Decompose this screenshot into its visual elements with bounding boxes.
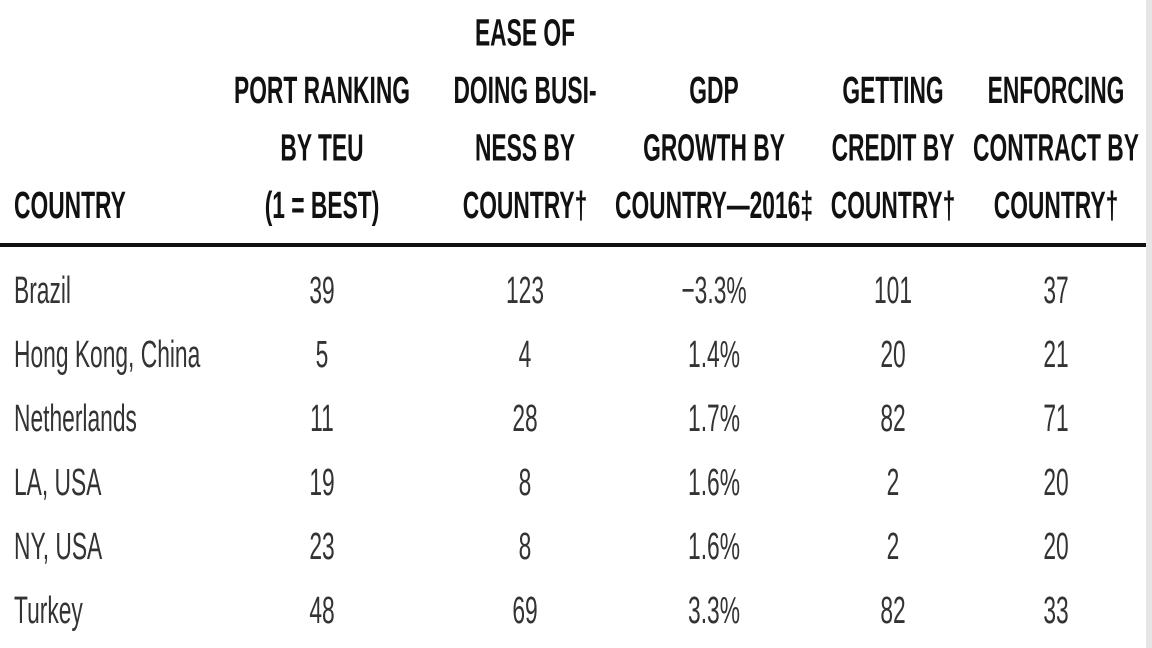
cell: 1.7% bbox=[688, 397, 740, 439]
row-label: Brazil bbox=[14, 269, 71, 311]
column-header: COUNTRY bbox=[14, 184, 126, 226]
cell: 19 bbox=[309, 461, 334, 503]
cell: 4 bbox=[519, 333, 532, 375]
cell: 48 bbox=[309, 589, 334, 631]
column-header: ENFORCING bbox=[988, 69, 1125, 111]
column-header: NESS BY bbox=[475, 127, 575, 169]
cell: 3.3% bbox=[688, 589, 740, 631]
column-header: CREDIT BY bbox=[832, 127, 955, 169]
cell: 2 bbox=[887, 461, 900, 503]
cell: 2 bbox=[887, 525, 900, 567]
row-label: LA, USA bbox=[14, 461, 101, 503]
cell: 1.6% bbox=[688, 525, 740, 567]
cell: 33 bbox=[1043, 589, 1068, 631]
column-header: COUNTRY† bbox=[463, 184, 588, 226]
column-header: PORT RANKING bbox=[234, 69, 410, 111]
cell: 71 bbox=[1043, 397, 1068, 439]
cell: 20 bbox=[1043, 461, 1068, 503]
cell: 39 bbox=[309, 269, 334, 311]
column-header: COUNTRY† bbox=[994, 184, 1119, 226]
cell: 20 bbox=[1043, 525, 1068, 567]
column-header: COUNTRY† bbox=[831, 184, 956, 226]
cell: 20 bbox=[880, 333, 905, 375]
column-header: GROWTH BY bbox=[643, 127, 785, 169]
cell: 8 bbox=[519, 525, 532, 567]
column-header: (1 = BEST) bbox=[265, 184, 380, 226]
column-header: CONTRACT BY bbox=[973, 127, 1139, 169]
cell: 123 bbox=[506, 269, 544, 311]
cell: 23 bbox=[309, 525, 334, 567]
cell: 11 bbox=[310, 397, 334, 439]
cell: 82 bbox=[880, 397, 905, 439]
header-rule bbox=[0, 243, 1146, 247]
cell: 21 bbox=[1043, 333, 1068, 375]
cell: 37 bbox=[1043, 269, 1068, 311]
column-header: BY TEU bbox=[280, 127, 363, 169]
cell: 1.4% bbox=[688, 333, 740, 375]
row-label: Netherlands bbox=[14, 397, 137, 439]
cell: 5 bbox=[316, 333, 329, 375]
row-label: Turkey bbox=[14, 589, 83, 631]
row-label: Hong Kong, China bbox=[14, 333, 201, 375]
column-header: GETTING bbox=[842, 69, 943, 111]
column-header: COUNTRY—2016‡ bbox=[615, 184, 813, 226]
cell: 82 bbox=[880, 589, 905, 631]
cell: 69 bbox=[512, 589, 537, 631]
cell: 1.6% bbox=[688, 461, 740, 503]
cell: 8 bbox=[519, 461, 532, 503]
cell: −3.3% bbox=[681, 269, 746, 311]
scroll-edge bbox=[1146, 0, 1152, 648]
cell: 101 bbox=[874, 269, 912, 311]
column-header: DOING BUSI- bbox=[453, 69, 596, 111]
row-label: NY, USA bbox=[14, 525, 102, 567]
column-header: EASE OF bbox=[475, 12, 575, 54]
cell: 28 bbox=[512, 397, 537, 439]
column-header: GDP bbox=[689, 69, 738, 111]
